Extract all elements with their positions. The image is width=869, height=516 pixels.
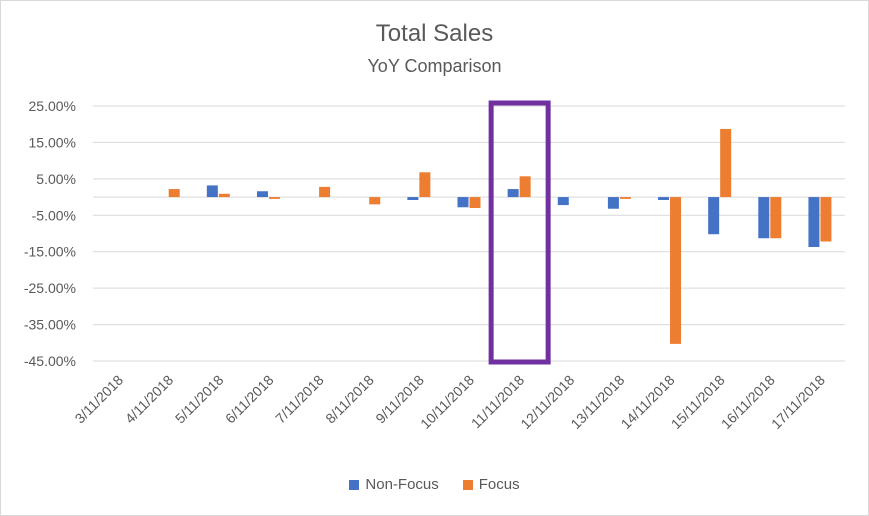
bar-non-focus-5-11-2018: [206, 185, 218, 198]
bar-focus-14-11-2018: [670, 197, 682, 344]
bar-focus-15-11-2018: [720, 128, 732, 198]
bar-focus-17-11-2018: [820, 197, 832, 242]
y-tick-label: 25.00%: [29, 98, 76, 114]
y-tick-label: -5.00%: [32, 207, 76, 223]
bar-non-focus-12-11-2018: [557, 197, 569, 206]
bar-focus-10-11-2018: [469, 197, 481, 208]
legend-item-non-focus: Non-Focus: [349, 476, 439, 493]
bar-non-focus-15-11-2018: [708, 197, 720, 235]
x-tick-label: 3/11/2018: [72, 372, 127, 427]
x-tick-label: 6/11/2018: [222, 372, 277, 427]
x-tick-label: 8/11/2018: [322, 372, 377, 427]
legend-label-non-focus: Non-Focus: [365, 476, 439, 493]
bar-focus-6-11-2018: [268, 197, 280, 199]
bar-focus-16-11-2018: [770, 197, 782, 239]
bar-non-focus-17-11-2018: [808, 197, 820, 247]
chart-subtitle: YoY Comparison: [367, 56, 502, 76]
y-tick-label: 15.00%: [29, 134, 76, 150]
legend-swatch-non-focus: [349, 479, 360, 490]
bar-focus-11-11-2018: [519, 176, 531, 198]
bar-non-focus-9-11-2018: [407, 197, 419, 200]
y-tick-label: -15.00%: [24, 244, 76, 260]
legend-item-focus: Focus: [462, 476, 520, 493]
chart-title: Total Sales: [375, 20, 494, 47]
bar-focus-7-11-2018: [319, 186, 331, 198]
highlight-box: [488, 100, 551, 365]
bar-non-focus-10-11-2018: [457, 197, 469, 208]
bar-focus-5-11-2018: [218, 193, 230, 198]
bar-focus-13-11-2018: [619, 197, 631, 199]
bar-non-focus-14-11-2018: [658, 197, 670, 200]
bar-non-focus-16-11-2018: [758, 197, 770, 239]
legend-swatch-focus: [462, 479, 473, 490]
y-tick-label: 5.00%: [36, 171, 76, 187]
legend-label-focus: Focus: [478, 476, 520, 493]
bar-focus-9-11-2018: [419, 172, 431, 198]
y-tick-label: -35.00%: [24, 317, 76, 333]
x-tick-label: 17/11/2018: [768, 372, 828, 432]
bar-non-focus-11-11-2018: [507, 189, 519, 198]
bar-focus-8-11-2018: [369, 197, 381, 205]
bar-non-focus-13-11-2018: [607, 197, 619, 209]
legend: Non-Focus Focus: [0, 476, 869, 493]
x-tick-label: 10/11/2018: [417, 372, 477, 432]
bar-non-focus-6-11-2018: [256, 191, 268, 198]
y-tick-label: -45.00%: [24, 353, 76, 369]
bar-focus-4-11-2018: [168, 189, 180, 198]
x-tick-label: 7/11/2018: [272, 372, 327, 427]
y-tick-label: -25.00%: [24, 280, 76, 296]
x-tick-label: 4/11/2018: [122, 372, 177, 427]
x-tick-label: 5/11/2018: [172, 372, 227, 427]
